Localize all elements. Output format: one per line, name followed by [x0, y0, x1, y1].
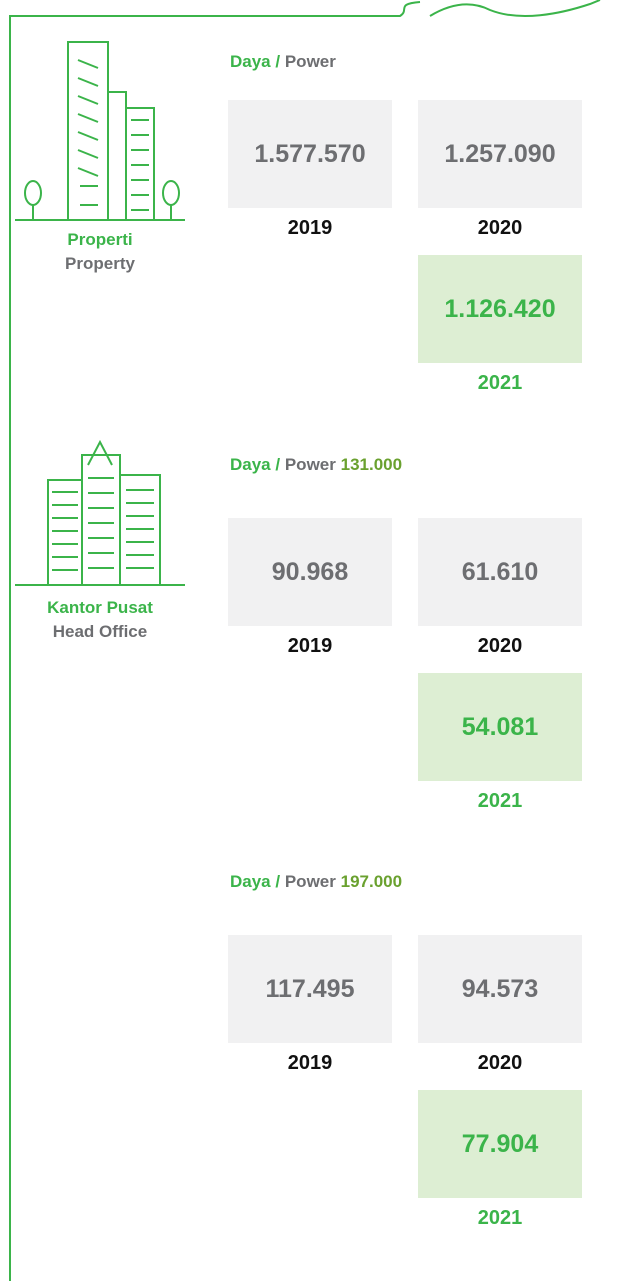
year-label: 2019	[287, 1052, 333, 1074]
slash: /	[275, 52, 281, 71]
year-label: 2019	[287, 635, 333, 657]
value-box: 94.573	[418, 935, 582, 1043]
label-main: Kantor Pusat	[47, 598, 153, 617]
value-box: 61.610	[418, 518, 582, 626]
value-box: 1.257.090	[418, 100, 582, 208]
target-value: 131.000	[340, 455, 403, 474]
year-label: 2021	[477, 372, 523, 394]
power-label: Power	[284, 455, 336, 474]
value-box: 117.495	[228, 935, 392, 1043]
slash: /	[275, 872, 281, 891]
label-sub: Head Office	[52, 622, 148, 641]
year-label: 2020	[477, 1052, 523, 1074]
year-label: 2021	[477, 1207, 523, 1229]
year-label: 2020	[477, 635, 523, 657]
daya-label: Daya	[230, 455, 271, 474]
daya-label: Daya	[230, 872, 271, 891]
section-header: Daya / Power	[230, 52, 336, 72]
target-value: 197.000	[340, 872, 403, 891]
power-label: Power	[284, 872, 336, 891]
value-box: 54.081	[418, 673, 582, 781]
year-label: 2020	[477, 217, 523, 239]
value-box: 1.126.420	[418, 255, 582, 363]
label-sub: Property	[65, 254, 135, 273]
year-label: 2019	[287, 217, 333, 239]
label-main: Properti	[67, 230, 133, 249]
slash: /	[275, 455, 281, 474]
section-header: Daya / Power 197.000	[230, 872, 402, 892]
value-box: 77.904	[418, 1090, 582, 1198]
year-label: 2021	[477, 790, 523, 812]
power-label: Power	[284, 52, 336, 71]
value-box: 1.577.570	[228, 100, 392, 208]
section-header: Daya / Power 131.000	[230, 455, 402, 475]
daya-label: Daya	[230, 52, 271, 71]
value-box: 90.968	[228, 518, 392, 626]
